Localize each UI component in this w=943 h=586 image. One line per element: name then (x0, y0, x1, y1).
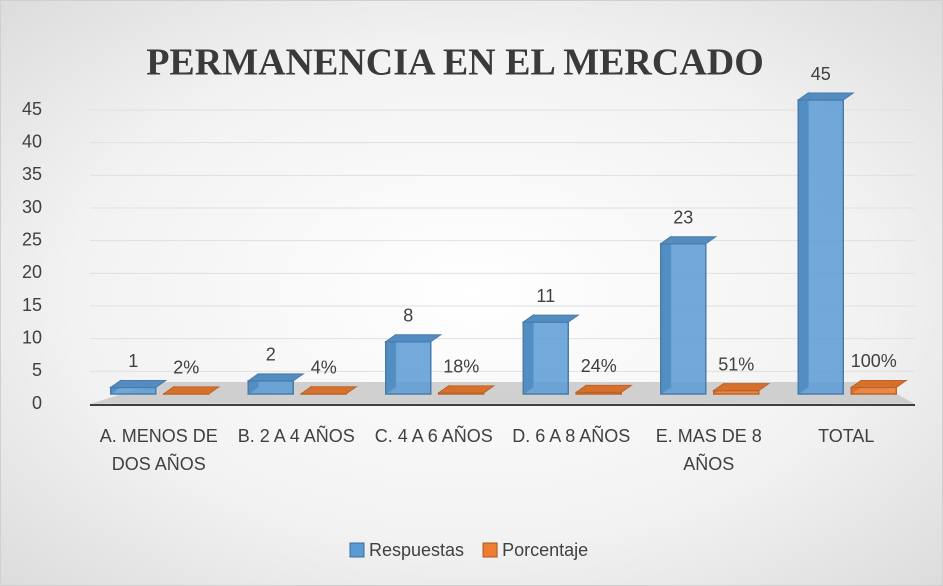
data-label: 2% (173, 358, 199, 378)
data-label: 24% (581, 356, 617, 376)
bar (797, 99, 844, 395)
y-tick-label: 25 (22, 229, 42, 249)
x-tick-label: E. MAS DE 8 AÑOS (655, 426, 762, 474)
chart-title: PERMANENCIA EN EL MERCADO (146, 42, 764, 84)
legend: Respuestas Porcentaje (349, 540, 588, 560)
bar-top (574, 384, 633, 393)
data-label: 51% (718, 354, 754, 374)
bar-top (849, 379, 908, 388)
y-tick-label: 45 (22, 99, 42, 119)
bar (385, 340, 432, 395)
y-tick-label: 20 (22, 262, 42, 282)
x-tick-label: B. 2 A 4 AÑOS (237, 426, 355, 446)
bar-top (796, 92, 855, 101)
data-label: 1 (128, 351, 138, 371)
data-label: 2 (266, 345, 276, 365)
y-tick-label: 10 (22, 327, 42, 347)
bar (247, 380, 294, 395)
y-tick-label: 5 (32, 360, 42, 380)
bar (522, 321, 569, 395)
bar-top (299, 386, 358, 395)
legend-swatch (482, 542, 498, 558)
floor (90, 382, 915, 404)
x-tick-label: D. 6 A 8 AÑOS (512, 426, 631, 446)
y-tick-label: 30 (22, 197, 42, 217)
bar-top (109, 379, 168, 388)
bar-top (246, 373, 305, 382)
legend-swatch (349, 542, 365, 558)
bar-top (521, 314, 580, 323)
data-label: 100% (851, 351, 897, 371)
data-label: 11 (536, 286, 555, 306)
bar-top (437, 385, 496, 394)
bar (110, 386, 157, 395)
y-tick-label: 35 (22, 164, 42, 184)
data-label: 45 (811, 64, 831, 84)
legend-label: Respuestas (369, 540, 464, 560)
bar-top (712, 383, 771, 392)
bar-top (659, 236, 718, 245)
legend-label: Porcentaje (502, 540, 588, 560)
data-label: 4% (311, 357, 337, 377)
y-tick-label: 0 (32, 393, 42, 413)
bar-top (384, 334, 443, 343)
bar (850, 386, 897, 395)
y-tick-label: 40 (22, 131, 42, 151)
bar (660, 242, 707, 395)
data-label: 18% (443, 357, 479, 377)
data-label: 23 (673, 207, 693, 227)
data-label: 8 (403, 305, 413, 325)
bar-top (162, 386, 221, 395)
x-tick-label: C. 4 A 6 AÑOS (374, 426, 493, 446)
x-tick-label: TOTAL (818, 426, 875, 446)
y-tick-label: 15 (22, 295, 42, 315)
x-tick-label: A. MENOS DE DOS AÑOS (99, 426, 218, 474)
